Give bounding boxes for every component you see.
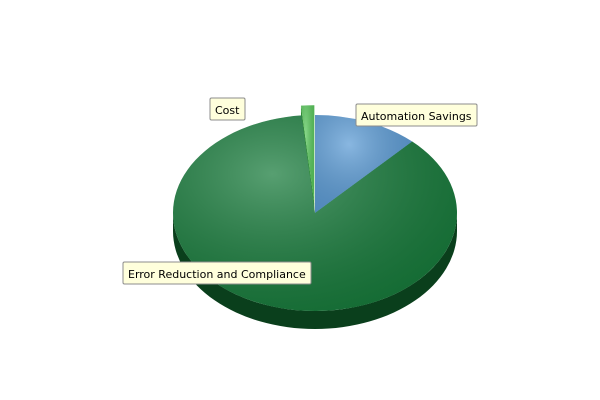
- pie-slice-side: [173, 213, 457, 329]
- slice-label-text: Automation Savings: [361, 110, 472, 123]
- slice-label-box: [355, 103, 478, 127]
- pie-labels: Automation Savings Error Reduction and Co…: [122, 97, 478, 285]
- pie-slice-shading: [300, 105, 315, 204]
- slice-label-box: [209, 97, 246, 121]
- slice-label-text: Cost: [215, 104, 240, 117]
- slice-label: Automation Savings: [355, 103, 478, 127]
- slice-label-box: [122, 261, 312, 285]
- slice-label-text: Error Reduction and Compliance: [128, 268, 306, 281]
- pie-slice-shading: [315, 115, 413, 213]
- slice-label: Error Reduction and Compliance: [122, 261, 312, 285]
- slice-label: Cost: [209, 97, 246, 121]
